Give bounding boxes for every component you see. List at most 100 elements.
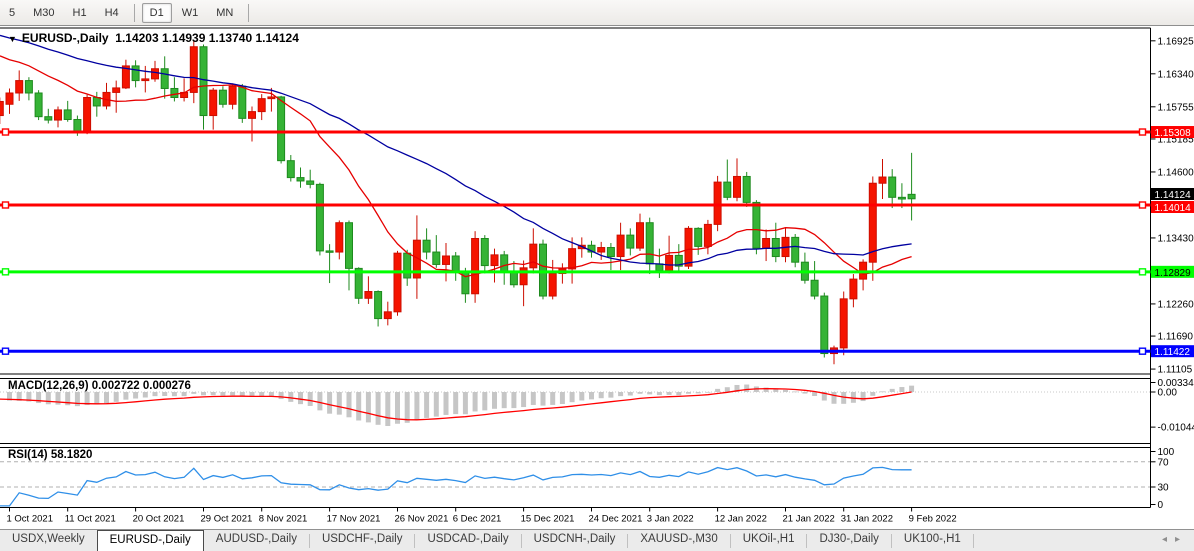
chart-tab-usdcad-daily[interactable]: USDCAD-,Daily: [427, 533, 509, 545]
date-axis-label: 26 Nov 2021: [395, 514, 449, 525]
macd-histogram-bar: [65, 392, 71, 406]
hline-handle-resistance-lower[interactable]: [1138, 201, 1147, 209]
candle-bear: [131, 65, 140, 82]
macd-histogram-bar: [627, 392, 633, 396]
macd-histogram-bar: [278, 392, 284, 400]
date-axis-label: 20 Oct 2021: [133, 514, 185, 525]
macd-histogram-bar: [695, 392, 701, 394]
hline-handle-resistance-upper[interactable]: [1, 128, 10, 136]
macd-axis-label: 0.00: [1158, 388, 1178, 399]
macd-histogram-bar: [569, 392, 575, 403]
candle-bull: [15, 80, 24, 94]
macd-histogram-bar: [210, 392, 216, 396]
timeframe-button-5[interactable]: 5: [9, 6, 16, 19]
tab-separator: [414, 534, 416, 548]
macd-histogram-bar: [133, 392, 139, 399]
candle-bear: [907, 193, 916, 200]
macd-histogram-bar: [123, 392, 129, 400]
hline-handle-support-low[interactable]: [1, 347, 10, 355]
macd-histogram-bar: [734, 384, 740, 392]
candle-bear: [606, 247, 615, 258]
hline-handle-support-mid[interactable]: [1, 268, 10, 276]
hline-handle-resistance-lower[interactable]: [1, 201, 10, 209]
macd-histogram-bar: [618, 392, 624, 397]
candle-bear: [238, 85, 247, 119]
current-price-label: 1.14124: [1155, 190, 1192, 201]
macd-histogram-bar: [424, 392, 430, 418]
chart-tab-audusd-daily[interactable]: AUDUSD-,Daily: [215, 533, 297, 545]
hline-handle-resistance-upper[interactable]: [1138, 128, 1147, 136]
chart-tab-eurusd-daily[interactable]: EURUSD-,Daily: [96, 530, 204, 551]
chart-tab-ukoil-h1[interactable]: UKOil-,H1: [742, 533, 795, 545]
macd-histogram-bar: [773, 389, 779, 392]
macd-histogram-bar: [462, 392, 468, 415]
tab-scroll-arrows: ◂▸: [1162, 534, 1188, 545]
rsi-line: [0, 466, 912, 507]
candle-bull: [393, 252, 402, 313]
candle-bull: [364, 291, 373, 299]
candle-bear: [170, 87, 179, 99]
candle-bear: [34, 92, 43, 118]
timeframe-button-m30[interactable]: M30: [33, 6, 55, 19]
chart-tab-xauusd-m30[interactable]: XAUUSD-,M30: [640, 533, 718, 545]
chart-tab-dj30-daily[interactable]: DJ30-,Daily: [819, 533, 879, 545]
candle-bull: [568, 248, 577, 270]
chart-tab-usdcnh-daily[interactable]: USDCNH-,Daily: [533, 533, 616, 545]
macd-histogram-bar: [36, 392, 42, 404]
dropdown-arrow-icon[interactable]: ▼: [8, 34, 17, 44]
tab-separator: [972, 534, 974, 548]
chart-tab-usdx-weekly[interactable]: USDX,Weekly: [12, 533, 85, 545]
timeframe-button-w1[interactable]: W1: [181, 6, 199, 19]
candle-bear: [277, 96, 286, 162]
timeframe-button-h1[interactable]: H1: [72, 6, 87, 19]
macd-histogram-bar: [453, 392, 459, 415]
macd-histogram-bar: [598, 392, 604, 399]
hline-price-box-resistance-lower: [1151, 201, 1194, 213]
price-axis-label: 1.16340: [1158, 69, 1194, 80]
macd-histogram-bar: [288, 392, 294, 402]
timeframe-button-d1[interactable]: D1: [141, 2, 172, 23]
price-axis-label: 1.16925: [1158, 36, 1194, 47]
price-axis-label: 1.13430: [1158, 233, 1194, 244]
candle-bull: [703, 223, 712, 247]
macd-histogram-bar: [404, 392, 410, 423]
hline-price-box-support-low: [1151, 345, 1194, 358]
candle-bull: [54, 109, 62, 121]
toolbar-separator: [248, 3, 250, 22]
candle-bull: [112, 87, 121, 93]
macd-histogram-bar: [142, 392, 148, 398]
candle-bear: [723, 181, 732, 198]
hline-price-label-resistance-upper: 1.15308: [1155, 128, 1192, 139]
chart-tab-usdchf-daily[interactable]: USDCHF-,Daily: [321, 533, 403, 545]
candle-bear: [432, 251, 441, 265]
hline-handle-support-mid[interactable]: [1138, 268, 1147, 276]
candle-bear: [587, 244, 596, 253]
chart-symbol: EURUSD-,Daily: [21, 31, 109, 45]
candle-bear: [306, 180, 315, 185]
candle-bear: [374, 291, 383, 320]
timeframe-button-mn[interactable]: MN: [216, 6, 234, 19]
date-axis-label: 29 Oct 2021: [201, 514, 253, 525]
tab-scroll-left-button[interactable]: ◂: [1161, 534, 1175, 545]
candle-bear: [694, 227, 703, 247]
ohlc-open: 1.14203: [115, 31, 159, 45]
rsi-axis-label: 70: [1158, 457, 1170, 468]
candle-bull: [762, 238, 771, 249]
macd-histogram-bar: [443, 392, 449, 415]
macd-histogram-bar: [666, 392, 672, 395]
candle-bull: [713, 181, 722, 225]
macd-histogram-bar: [317, 392, 323, 411]
tab-separator: [627, 534, 629, 548]
hline-handle-support-low[interactable]: [1138, 347, 1147, 355]
timeframe-button-h4[interactable]: H4: [104, 6, 119, 19]
macd-histogram-bar: [307, 392, 313, 406]
macd-histogram-bar: [220, 392, 226, 396]
candle-bull: [684, 227, 693, 267]
macd-histogram-bar: [724, 387, 730, 392]
macd-histogram-bar: [152, 392, 158, 397]
chart-tab-uk100-h1[interactable]: UK100-,H1: [903, 533, 961, 545]
tab-scroll-right-button[interactable]: ▸: [1174, 534, 1188, 545]
candle-bull: [548, 272, 557, 297]
candle-bear: [325, 250, 334, 253]
